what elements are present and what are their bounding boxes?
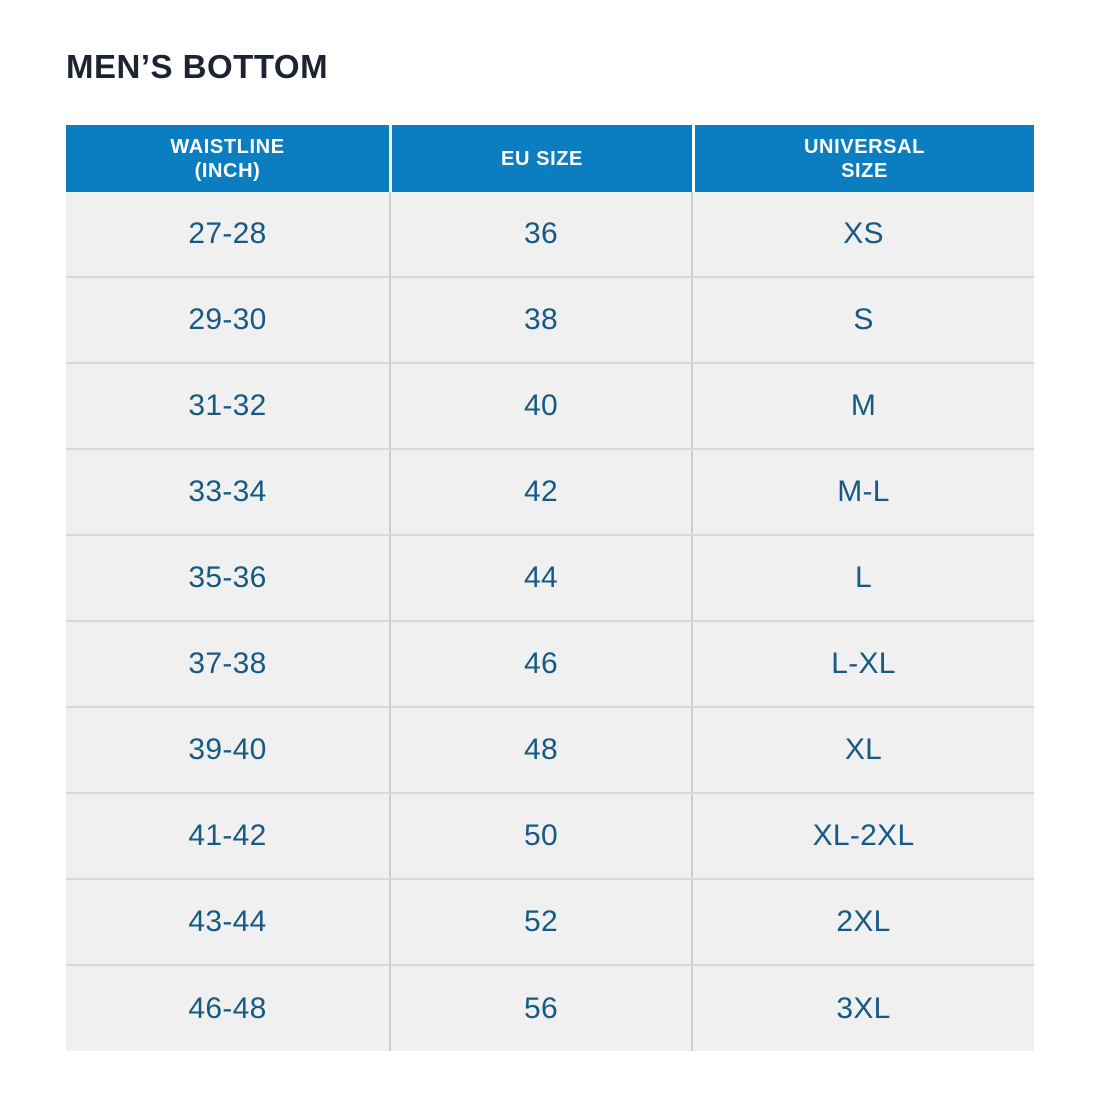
- cell-eu-size: 50: [389, 794, 691, 878]
- cell-eu-size: 56: [389, 966, 691, 1051]
- table-header-row: WAISTLINE (INCH) EU SIZE UNIVERSAL SIZE: [66, 125, 1034, 192]
- cell-waistline: 41-42: [188, 819, 267, 852]
- column-header-eu-size: EU SIZE: [389, 125, 692, 192]
- column-header-line: SIZE: [841, 159, 888, 182]
- cell-universal-size: L-XL: [691, 622, 1034, 706]
- cell-waistline: 31-32: [188, 389, 267, 422]
- column-header-line: (INCH): [194, 159, 261, 182]
- cell-waistline: 27-28: [188, 217, 267, 250]
- cell-eu-size: 52: [389, 880, 691, 964]
- cell-eu-size: 44: [389, 536, 691, 620]
- table-row: 35-36 44 L: [66, 536, 1034, 622]
- cell-universal-size: XL-2XL: [691, 794, 1034, 878]
- table-row: 37-38 46 L-XL: [66, 622, 1034, 708]
- table-row: 27-28 36 XS: [66, 192, 1034, 278]
- cell-universal-size: S: [691, 278, 1034, 362]
- cell-waistline: 43-44: [188, 905, 267, 938]
- column-header-waistline-inch: WAISTLINE (INCH): [66, 125, 389, 192]
- table-row: 29-30 38 S: [66, 278, 1034, 364]
- size-chart-table: WAISTLINE (INCH) EU SIZE UNIVERSAL SIZE …: [66, 125, 1034, 1051]
- table-row: 39-40 48 XL: [66, 708, 1034, 794]
- cell-waistline: 29-30: [188, 303, 267, 336]
- cell-waistline: 35-36: [188, 561, 267, 594]
- cell-eu-size: 48: [389, 708, 691, 792]
- cell-waistline: 39-40: [188, 733, 267, 766]
- cell-eu-size: 36: [389, 192, 691, 276]
- column-header-line: UNIVERSAL: [804, 135, 925, 158]
- table-row: 43-44 52 2XL: [66, 880, 1034, 966]
- column-header-universal-size: UNIVERSAL SIZE: [692, 125, 1034, 192]
- table-row: 46-48 56 3XL: [66, 966, 1034, 1051]
- cell-universal-size: L: [691, 536, 1034, 620]
- cell-eu-size: 46: [389, 622, 691, 706]
- table-row: 33-34 42 M-L: [66, 450, 1034, 536]
- cell-waistline: 37-38: [188, 647, 267, 680]
- column-header-line: EU SIZE: [501, 147, 583, 170]
- cell-waistline: 46-48: [188, 991, 267, 1025]
- cell-waistline: 33-34: [188, 475, 267, 508]
- cell-universal-size: 2XL: [691, 880, 1034, 964]
- cell-eu-size: 42: [389, 450, 691, 534]
- column-header-line: WAISTLINE: [170, 135, 285, 158]
- cell-eu-size: 40: [389, 364, 691, 448]
- cell-universal-size: XS: [691, 192, 1034, 276]
- page-title: MEN’S BOTTOM: [66, 48, 329, 85]
- table-row: 31-32 40 M: [66, 364, 1034, 450]
- cell-universal-size: XL: [691, 708, 1034, 792]
- cell-universal-size: M-L: [691, 450, 1034, 534]
- table-row: 41-42 50 XL-2XL: [66, 794, 1034, 880]
- cell-universal-size: 3XL: [691, 966, 1034, 1051]
- cell-eu-size: 38: [389, 278, 691, 362]
- cell-universal-size: M: [691, 364, 1034, 448]
